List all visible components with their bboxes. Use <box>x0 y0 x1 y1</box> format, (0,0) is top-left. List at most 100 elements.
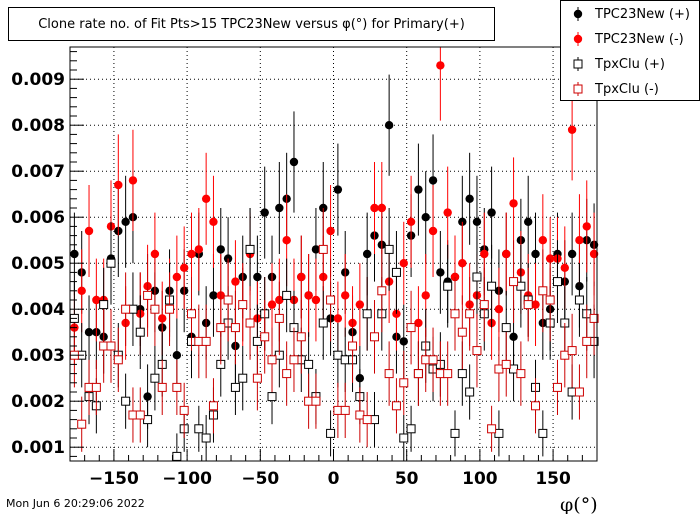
data-point <box>172 351 182 360</box>
data-point <box>443 281 453 291</box>
data-point <box>574 295 584 305</box>
data-point <box>304 396 314 406</box>
data-point <box>333 350 343 360</box>
data-point <box>121 396 131 406</box>
data-point <box>275 203 284 213</box>
data-point <box>340 355 350 365</box>
data-point <box>538 236 548 245</box>
data-point <box>560 263 569 272</box>
data-point <box>589 313 599 323</box>
data-point <box>443 369 453 379</box>
data-point <box>384 121 394 130</box>
data-point <box>399 433 409 443</box>
data-point <box>399 259 408 268</box>
data-point <box>567 125 577 134</box>
data-point <box>238 300 248 310</box>
data-point <box>406 217 416 226</box>
data-point <box>428 176 438 185</box>
data-point <box>201 336 211 346</box>
data-point <box>179 405 189 415</box>
data-point <box>187 309 197 319</box>
data-point <box>92 295 101 305</box>
data-point <box>326 226 335 236</box>
data-point <box>531 300 540 309</box>
data-point <box>297 272 306 282</box>
data-point <box>509 277 519 287</box>
legend-entry: TpxClu (+) <box>561 52 699 76</box>
data-point <box>238 373 248 383</box>
legend: TPC23New (+) TPC23New (-) TpxClu (+) TpxClu… <box>560 0 700 101</box>
data-point <box>414 185 423 194</box>
data-point <box>406 424 416 434</box>
data-point <box>340 405 350 415</box>
data-point <box>421 213 430 222</box>
data-point <box>384 369 394 379</box>
data-point <box>399 378 409 388</box>
data-point <box>253 272 262 282</box>
data-point <box>135 410 145 420</box>
data-point <box>326 428 336 438</box>
series-layer <box>69 47 599 461</box>
data-point <box>472 272 482 282</box>
data-point <box>465 194 474 203</box>
data-point <box>502 249 511 259</box>
data-point <box>150 304 160 314</box>
data-point <box>260 332 270 342</box>
data-point <box>318 244 328 254</box>
data-point <box>114 180 123 190</box>
x-tick-label: 150 <box>535 469 571 489</box>
y-tick-label: 0.008 <box>11 116 65 136</box>
data-point <box>165 304 175 314</box>
data-point <box>435 369 445 379</box>
data-point <box>443 208 452 217</box>
data-point <box>406 323 416 333</box>
data-point <box>523 217 533 226</box>
data-point <box>450 309 460 319</box>
data-point <box>209 217 218 226</box>
data-point <box>267 392 277 402</box>
data-point <box>509 199 518 208</box>
data-point <box>187 249 196 259</box>
data-point <box>428 355 438 365</box>
series-4 <box>69 208 599 452</box>
data-point <box>150 249 160 259</box>
data-point <box>487 208 496 217</box>
data-point <box>457 327 467 337</box>
data-point <box>362 415 372 425</box>
data-point <box>472 217 482 226</box>
data-point <box>267 355 277 365</box>
legend-label: TPC23New (+) <box>595 6 690 22</box>
data-point <box>494 364 504 374</box>
data-point <box>370 203 379 213</box>
data-point <box>333 185 343 194</box>
data-point <box>84 382 94 392</box>
y-tick-label: 0.001 <box>11 438 65 458</box>
data-point <box>282 290 292 300</box>
data-point <box>355 410 365 420</box>
data-point <box>501 359 511 369</box>
data-point <box>282 369 292 379</box>
y-tick-label: 0.006 <box>11 208 65 228</box>
filled-circle-marker-icon <box>561 32 595 46</box>
data-point <box>311 396 321 406</box>
data-point <box>304 291 313 300</box>
data-point <box>362 309 372 319</box>
data-point <box>113 355 123 365</box>
data-point <box>421 291 430 300</box>
data-point <box>560 350 570 360</box>
legend-label: TpxClu (-) <box>595 81 659 97</box>
legend-entry: TPC23New (-) <box>561 27 699 51</box>
data-point <box>516 281 526 291</box>
data-point <box>414 318 423 328</box>
data-point <box>369 332 379 342</box>
data-point <box>509 364 519 374</box>
data-point <box>465 309 475 319</box>
data-point <box>304 359 314 369</box>
data-point <box>458 259 467 268</box>
data-point <box>84 226 94 236</box>
data-point <box>421 355 431 365</box>
data-point <box>201 194 211 203</box>
data-point <box>582 222 591 231</box>
data-point <box>531 249 540 259</box>
data-point <box>216 323 226 333</box>
